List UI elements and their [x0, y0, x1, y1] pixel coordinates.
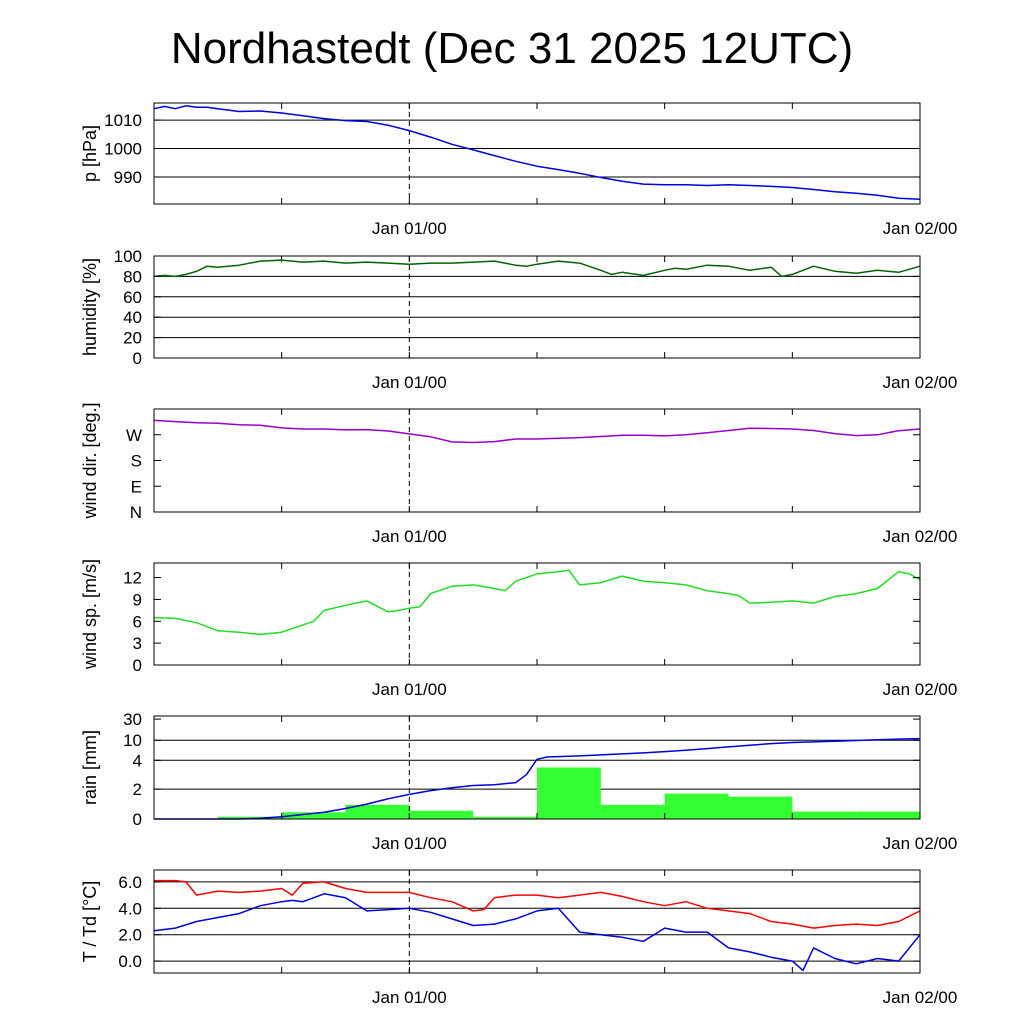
x-tick-label: Jan 02/00 [883, 834, 958, 853]
x-tick-label: Jan 02/00 [883, 988, 958, 1007]
y-tick-label: 4 [133, 751, 142, 770]
y-tick-label: 30 [123, 710, 142, 729]
y-axis-label: rain [mm] [80, 730, 100, 805]
rain-bar [728, 796, 793, 819]
rain-bar [856, 811, 920, 819]
series-line-accumulated-precipitation [154, 737, 921, 820]
rain-bar [345, 804, 410, 819]
y-tick-label: 80 [123, 267, 142, 286]
x-tick-label: Jan 02/00 [883, 527, 958, 546]
y-tick-label: 3 [133, 634, 142, 653]
panel-frame [153, 102, 921, 205]
panel-frame [153, 869, 921, 974]
x-tick-label: Jan 02/00 [883, 680, 958, 699]
y-tick-label: 0 [133, 656, 142, 675]
y-tick-label: 990 [114, 168, 142, 187]
y-tick-label: 60 [123, 288, 142, 307]
series-line-wind-speed [153, 569, 921, 636]
rain-bar [473, 816, 537, 819]
x-tick-label: Jan 01/00 [372, 219, 447, 238]
y-tick-label: E [131, 477, 142, 496]
rain-bar [537, 767, 601, 819]
rain-bar [600, 804, 665, 819]
rain-bar [281, 812, 346, 819]
y-tick-label: 4.0 [118, 899, 142, 918]
y-tick-label: N [130, 503, 142, 522]
x-tick-label: Jan 01/00 [372, 988, 447, 1007]
y-tick-label: 40 [123, 308, 142, 327]
x-tick-label: Jan 02/00 [883, 373, 958, 392]
x-tick-label: Jan 01/00 [372, 373, 447, 392]
chart-title: Nordhastedt (Dec 31 2025 12UTC) [170, 24, 854, 73]
y-tick-label: 10 [123, 731, 142, 750]
y-tick-label: 1000 [104, 140, 142, 159]
y-tick-label: 6 [133, 612, 142, 631]
panel-frame [153, 562, 921, 666]
panel-frame [153, 255, 921, 359]
y-tick-label: 0 [133, 810, 142, 829]
panel-rain: 0 2 410 30 Jan 01/00 Jan 02/00 rain [mm] [80, 710, 957, 853]
rain-bar [409, 810, 474, 819]
series-line-pressure [153, 105, 921, 200]
rain-bar [792, 811, 857, 819]
panel-wind-speed: 0 3 6 9 12 Jan 01/00 Jan 02/00 wind sp. [m/s] [80, 559, 957, 699]
series-line-relative-humidity [153, 259, 921, 278]
panel-pressure: 990 1000 1010 Jan 01/00 Jan 02/00 p [hPa] [80, 102, 958, 238]
x-tick-label: Jan 01/00 [372, 834, 447, 853]
panel-frame [153, 408, 921, 513]
series-line-dew-point [153, 893, 921, 972]
panel-frame [153, 715, 921, 820]
y-tick-label: 2 [133, 780, 142, 799]
y-tick-label: 0 [133, 349, 142, 368]
x-tick-label: Jan 01/00 [372, 527, 447, 546]
y-axis-label: p [hPa] [80, 125, 100, 182]
panel-temperature: 0.0 2.0 4.0 6.0 Jan 01/00 Jan 02/00 T / Td [°C… [80, 869, 958, 1007]
y-tick-label: 6.0 [118, 873, 142, 892]
y-tick-label: 2.0 [118, 926, 142, 945]
rain-bar [664, 793, 729, 819]
y-tick-label: 9 [133, 590, 142, 609]
y-tick-label: W [126, 426, 142, 445]
x-tick-label: Jan 01/00 [372, 680, 447, 699]
series-line-wind-direction [153, 419, 921, 444]
x-tick-label: Jan 02/00 [883, 219, 958, 238]
y-axis-label: wind sp. [m/s] [80, 559, 100, 670]
y-tick-label: 0.0 [118, 952, 142, 971]
y-axis-label: wind dir. [deg.] [80, 402, 100, 519]
y-tick-label: 12 [123, 569, 142, 588]
y-tick-label: S [131, 452, 142, 471]
y-tick-label: 100 [114, 247, 142, 266]
rain-bar [217, 816, 282, 819]
y-tick-label: 20 [123, 329, 142, 348]
y-tick-label: 1010 [104, 111, 142, 130]
y-axis-label: T / Td [°C] [80, 881, 100, 963]
series-line-temperature [154, 879, 921, 929]
y-axis-label: humidity [%] [80, 258, 100, 356]
